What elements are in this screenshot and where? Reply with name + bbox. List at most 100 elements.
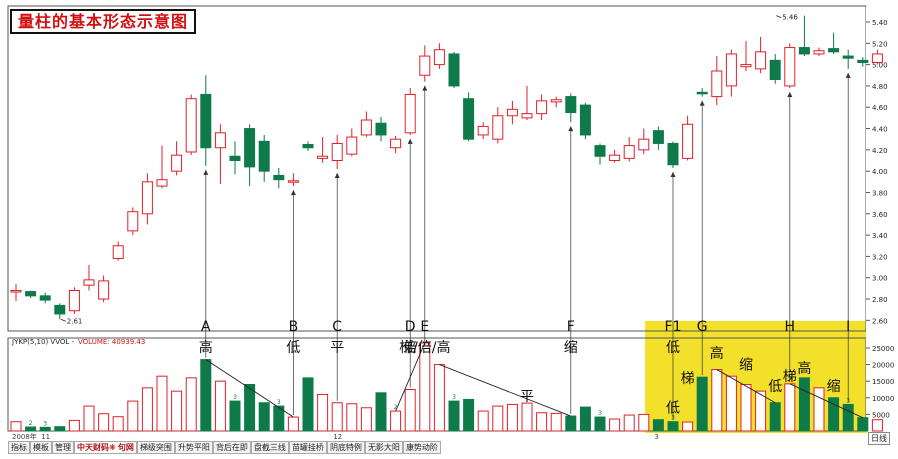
price-tick-label: 3.40 [872,232,888,240]
volume-bar [360,407,372,432]
volume-tick-label: 25000 [872,345,894,353]
candle-body [813,50,825,55]
toolbar-item[interactable]: 背后在即 [212,441,251,454]
candle-body [258,140,270,172]
volume-bar [871,419,883,432]
candle-body [200,93,212,149]
price-annotation: 5.46 [782,14,798,22]
volume-bar [112,416,124,432]
volume-mark: 2 [394,404,398,411]
price-tick-label: 3.80 [872,189,888,197]
volume-bar [419,342,431,432]
volume-bar [25,426,37,432]
annotation-label: 倍 [403,340,417,356]
volume-bar [229,400,241,432]
volume-trend-line [205,359,294,418]
volume-bar [10,421,22,432]
candle-body [390,138,402,149]
volume-tick-label: 20000 [872,362,894,370]
annotation-label: 低 [666,340,680,356]
candle-body [273,174,285,181]
candle-body [156,179,168,187]
annotation-letter: F [567,319,575,335]
volume-bar [477,410,489,432]
toolbar-item[interactable]: 梯级突围 [136,441,175,454]
volume-note: 平 [520,389,534,405]
volume-note: 梯 [681,371,695,387]
daily-period-button[interactable]: 日线 [868,432,890,445]
date-label: 11 [41,433,50,441]
price-tick-label: 5.20 [872,40,888,48]
candle-body [857,59,869,63]
candle-body [842,55,854,59]
candle-body [696,91,708,95]
annotation-arrowhead [290,190,296,196]
annotation-letter: H [785,319,796,335]
toolbar-tab[interactable]: 模板 [30,441,52,454]
toolbar-item[interactable]: 无影大阳 [364,441,403,454]
date-label: 3 [654,433,658,441]
candle-body [214,132,226,149]
date-label: 2008年 [12,432,37,441]
candle-body [798,47,810,55]
candle-body [667,142,679,166]
candle-body [419,55,431,76]
candle-body [711,70,723,98]
volume-bar [609,418,621,432]
toolbar-item[interactable]: 升势平阳 [174,441,213,454]
volume-bar [798,377,810,432]
volume-bar [404,388,416,432]
volume-bar [813,387,825,432]
price-tick-label: 4.40 [872,126,888,134]
candle-body [229,155,241,162]
volume-note: 梯 [783,369,797,385]
volume-bar [317,393,329,432]
volume-bar [842,403,854,432]
candle-body [623,145,635,159]
volume-bar [579,406,591,432]
candle-body [492,115,504,140]
volume-tick-label: 15000 [872,378,894,386]
volume-bar [740,384,752,432]
annotation-letter: F1 [665,319,682,335]
volume-bar [185,377,197,432]
date-label: 12 [333,433,342,441]
toolbar-item[interactable]: 盘截三线 [250,441,289,454]
candle-body [244,128,256,168]
volume-bar [127,400,139,432]
volume-bar [141,387,153,432]
candle-body [331,142,343,162]
volume-mark: 3 [277,399,281,406]
volume-bar [857,417,869,432]
bottom-toolbar: 指标 模板 管理 中天财码❋ 句网 梯级突围 升势平阳 背后在即 盘截三线 苗罐挂桥 阴底特例 无影… [8,441,441,454]
toolbar-tab[interactable]: 指标 [8,441,30,454]
volume-trend-line [789,383,863,419]
price-tick-label: 3.20 [872,253,888,261]
volume-bar [696,376,708,432]
volume-bar [433,364,445,432]
toolbar-brand[interactable]: 中天财码❋ 句网 [74,441,137,454]
candle-body [302,144,314,149]
volume-bar [390,410,402,432]
candle-body [784,47,796,87]
volume-bar [521,402,533,432]
candle-body [127,211,139,232]
candle-body [25,291,37,297]
annotation-arrowhead [845,72,851,78]
annotation-label: 高 [199,339,213,356]
candle-body [536,100,548,115]
toolbar-tab[interactable]: 管理 [52,441,74,454]
annotation-arrowhead [699,100,705,106]
price-tick-label: 4.60 [872,104,888,112]
candle-body [755,51,767,70]
candle-body [112,245,124,260]
price-tick-label: 2.60 [872,317,888,325]
toolbar-item[interactable]: 阴底特例 [326,441,365,454]
toolbar-item[interactable]: 苗罐挂桥 [288,441,327,454]
candle-body [565,96,577,114]
volume-note: 低 [768,379,782,395]
toolbar-item[interactable]: 康势动阶 [402,441,441,454]
candle-body [463,98,475,140]
candle-body [39,295,51,301]
